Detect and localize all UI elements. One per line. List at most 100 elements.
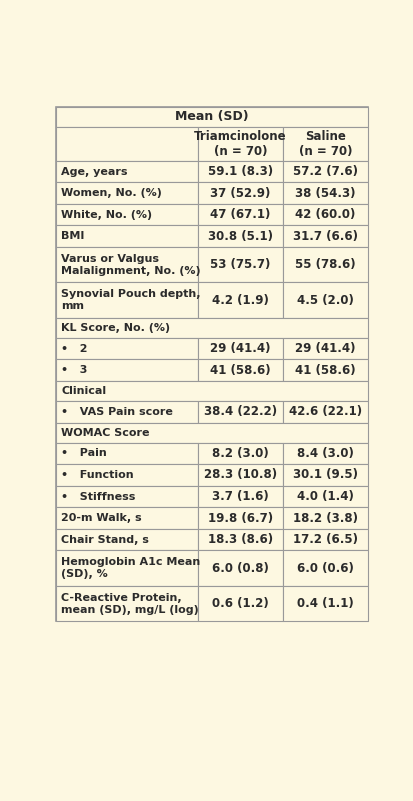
Text: 18.2 (3.8): 18.2 (3.8): [292, 512, 357, 525]
Bar: [56, 183, 198, 204]
Bar: [56, 107, 367, 127]
Bar: [56, 247, 198, 283]
Text: KL Score, No. (%): KL Score, No. (%): [61, 323, 170, 333]
Bar: [282, 360, 367, 381]
Text: 42.6 (22.1): 42.6 (22.1): [288, 405, 361, 418]
Bar: [282, 225, 367, 247]
Bar: [198, 127, 282, 161]
Bar: [282, 443, 367, 465]
Text: 41 (58.6): 41 (58.6): [210, 364, 270, 376]
Text: 19.8 (6.7): 19.8 (6.7): [207, 512, 273, 525]
Text: 17.2 (6.5): 17.2 (6.5): [292, 533, 357, 546]
Text: 0.4 (1.1): 0.4 (1.1): [297, 597, 353, 610]
Bar: [56, 423, 367, 443]
Bar: [282, 183, 367, 204]
Text: Varus or Valgus
Malalignment, No. (%): Varus or Valgus Malalignment, No. (%): [61, 254, 200, 276]
Text: 28.3 (10.8): 28.3 (10.8): [204, 469, 276, 481]
Bar: [198, 183, 282, 204]
Bar: [282, 485, 367, 507]
Bar: [198, 247, 282, 283]
Bar: [56, 465, 198, 485]
Text: 29 (41.4): 29 (41.4): [210, 342, 270, 355]
Text: Synovial Pouch depth,
mm: Synovial Pouch depth, mm: [61, 289, 200, 311]
Bar: [56, 443, 198, 465]
Text: 55 (78.6): 55 (78.6): [294, 258, 355, 272]
Text: 57.2 (7.6): 57.2 (7.6): [292, 165, 357, 178]
Text: 8.2 (3.0): 8.2 (3.0): [211, 447, 268, 460]
Text: 18.3 (8.6): 18.3 (8.6): [207, 533, 273, 546]
Text: Age, years: Age, years: [61, 167, 127, 176]
Text: C-Reactive Protein,
mean (SD), mg/L (log): C-Reactive Protein, mean (SD), mg/L (log…: [61, 593, 198, 614]
Bar: [56, 485, 198, 507]
Bar: [198, 338, 282, 360]
Bar: [56, 283, 198, 318]
Bar: [56, 318, 367, 338]
Text: •   2: • 2: [61, 344, 87, 354]
Bar: [198, 586, 282, 622]
Text: •   Pain: • Pain: [61, 449, 107, 458]
Bar: [198, 161, 282, 183]
Bar: [56, 107, 367, 622]
Text: WOMAC Score: WOMAC Score: [61, 428, 149, 437]
Bar: [198, 507, 282, 529]
Text: 0.6 (1.2): 0.6 (1.2): [211, 597, 268, 610]
Bar: [56, 161, 198, 183]
Bar: [198, 485, 282, 507]
Bar: [56, 225, 198, 247]
Bar: [56, 529, 198, 550]
Bar: [198, 401, 282, 423]
Text: 53 (75.7): 53 (75.7): [210, 258, 270, 272]
Text: Chair Stand, s: Chair Stand, s: [61, 534, 149, 545]
Text: 29 (41.4): 29 (41.4): [294, 342, 355, 355]
Bar: [56, 507, 198, 529]
Text: BMI: BMI: [61, 231, 84, 241]
Text: •   3: • 3: [61, 365, 87, 375]
Text: Women, No. (%): Women, No. (%): [61, 188, 161, 198]
Bar: [56, 338, 198, 360]
Bar: [282, 127, 367, 161]
Text: Saline
(n = 70): Saline (n = 70): [298, 130, 351, 158]
Bar: [56, 204, 198, 225]
Text: 59.1 (8.3): 59.1 (8.3): [207, 165, 273, 178]
Bar: [282, 283, 367, 318]
Bar: [56, 381, 367, 401]
Text: 3.7 (1.6): 3.7 (1.6): [211, 490, 268, 503]
Text: Clinical: Clinical: [61, 386, 106, 396]
Bar: [198, 529, 282, 550]
Bar: [56, 586, 198, 622]
Text: 30.8 (5.1): 30.8 (5.1): [207, 230, 272, 243]
Bar: [56, 127, 198, 161]
Bar: [282, 161, 367, 183]
Text: 37 (52.9): 37 (52.9): [210, 187, 270, 199]
Bar: [198, 443, 282, 465]
Bar: [198, 550, 282, 586]
Text: 38.4 (22.2): 38.4 (22.2): [204, 405, 276, 418]
Text: 41 (58.6): 41 (58.6): [294, 364, 355, 376]
Bar: [198, 465, 282, 485]
Text: Mean (SD): Mean (SD): [175, 111, 248, 123]
Bar: [282, 586, 367, 622]
Bar: [198, 283, 282, 318]
Text: 42 (60.0): 42 (60.0): [294, 208, 355, 221]
Text: 31.7 (6.6): 31.7 (6.6): [292, 230, 357, 243]
Text: White, No. (%): White, No. (%): [61, 210, 152, 219]
Bar: [282, 204, 367, 225]
Bar: [198, 225, 282, 247]
Bar: [198, 204, 282, 225]
Text: 4.5 (2.0): 4.5 (2.0): [296, 294, 353, 307]
Text: 38 (54.3): 38 (54.3): [294, 187, 355, 199]
Bar: [282, 529, 367, 550]
Text: 6.0 (0.8): 6.0 (0.8): [211, 562, 268, 574]
Bar: [198, 360, 282, 381]
Text: •   Function: • Function: [61, 470, 133, 480]
Text: 6.0 (0.6): 6.0 (0.6): [296, 562, 353, 574]
Bar: [282, 507, 367, 529]
Bar: [56, 360, 198, 381]
Text: Triamcinolone
(n = 70): Triamcinolone (n = 70): [194, 130, 286, 158]
Bar: [56, 550, 198, 586]
Text: 20-m Walk, s: 20-m Walk, s: [61, 513, 141, 523]
Text: 30.1 (9.5): 30.1 (9.5): [292, 469, 357, 481]
Bar: [282, 338, 367, 360]
Text: 4.2 (1.9): 4.2 (1.9): [211, 294, 268, 307]
Bar: [282, 465, 367, 485]
